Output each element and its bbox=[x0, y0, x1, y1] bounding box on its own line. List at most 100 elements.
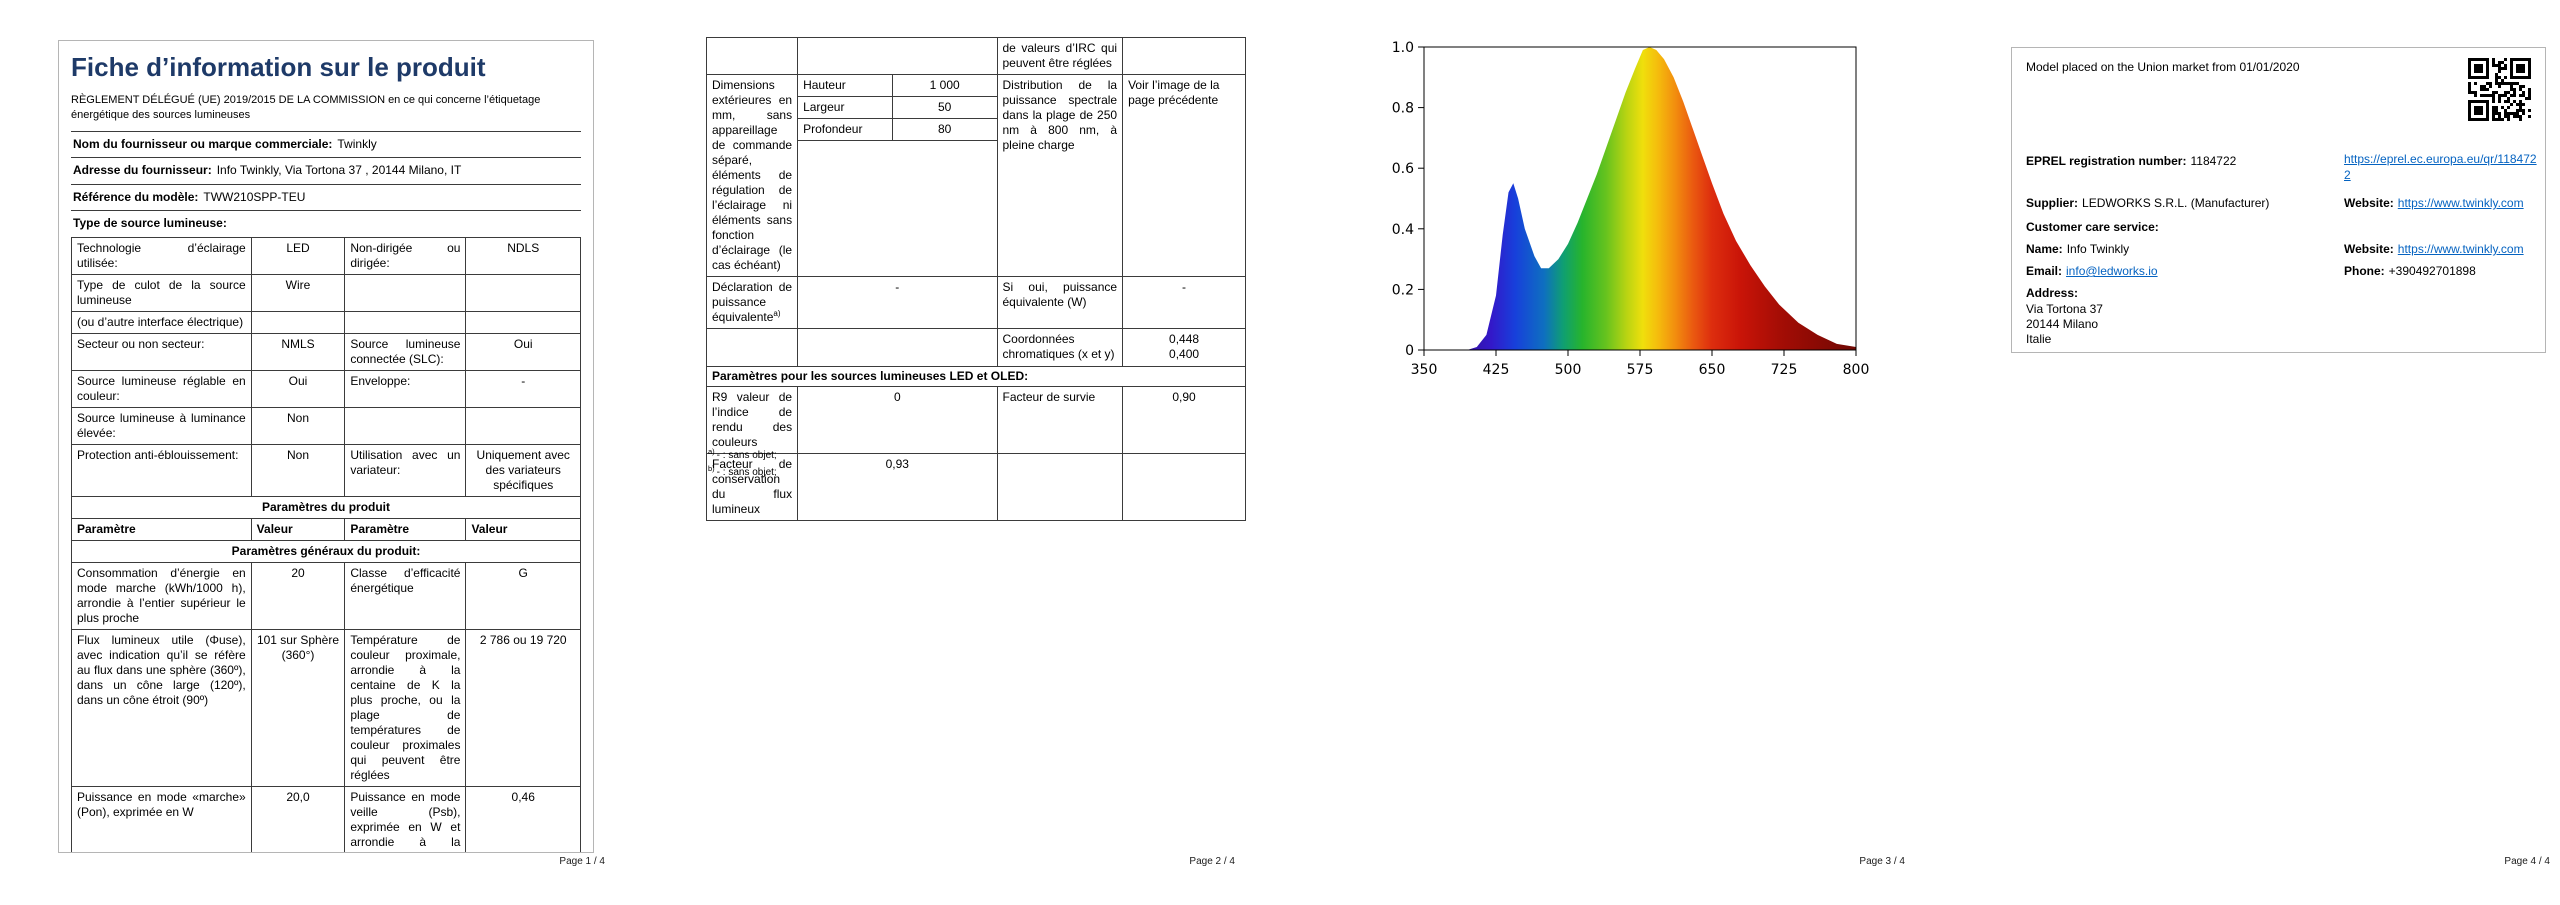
value-cell: 0,93 bbox=[797, 453, 998, 521]
column-header-row: Paramètre Valeur Paramètre Valeur bbox=[71, 517, 581, 541]
param-cell: Puissance en mode veille (Psb), exprimée… bbox=[344, 785, 467, 852]
table-row: R9 valeur de l’indice de rendu des coule… bbox=[705, 386, 1246, 454]
table-row: Source lumineuse à luminance élevée: Non bbox=[71, 406, 581, 445]
param-cell bbox=[344, 310, 467, 334]
value-cell bbox=[465, 310, 581, 334]
svg-text:650: 650 bbox=[1699, 362, 1726, 378]
param-cell bbox=[705, 37, 799, 75]
product-parameters-table-continued: de valeurs d’IRC qui peuvent être réglée… bbox=[705, 37, 1246, 521]
table-row: Consommation d’énergie en mode marche (k… bbox=[71, 561, 581, 630]
field-value: Twinkly bbox=[337, 136, 377, 151]
section-header: Paramètres pour les sources lumineuses L… bbox=[706, 366, 1246, 387]
eprel-number: 1184722 bbox=[2190, 154, 2237, 168]
section-row: Paramètres du produit bbox=[71, 495, 581, 519]
eprel-link[interactable]: https://eprel.ec.europa.eu/qr/1184722 bbox=[2344, 152, 2537, 182]
param-cell: Type de culot de la source lumineuse bbox=[71, 273, 252, 312]
phone-value: +390492701898 bbox=[2388, 264, 2476, 278]
svg-text:800: 800 bbox=[1843, 362, 1870, 378]
website-link[interactable]: https://www.twinkly.com bbox=[2397, 242, 2524, 256]
dimensions-row: Dimensions extérieures en mm, sans appar… bbox=[705, 74, 1246, 277]
light-source-type-header: Type de source lumineuse: bbox=[71, 210, 581, 237]
param-cell bbox=[705, 328, 799, 367]
param-cell: Température de couleur proximale, arrond… bbox=[344, 628, 467, 787]
footnote-marker: a) bbox=[773, 309, 781, 318]
field-label: Type de source lumineuse: bbox=[73, 216, 227, 231]
table-row: Flux lumineux utile (Φuse), avec indicat… bbox=[71, 628, 581, 787]
table-row: Facteur de conservation du flux lumineux… bbox=[705, 453, 1246, 521]
dimension-value: 50 bbox=[892, 96, 997, 119]
column-header: Paramètre bbox=[71, 517, 252, 541]
value-cell: Non bbox=[250, 443, 346, 497]
supplier-value: LEDWORKS S.R.L. (Manufacturer) bbox=[2082, 196, 2270, 210]
svg-text:0.2: 0.2 bbox=[1392, 282, 1414, 298]
spectrum-area bbox=[1424, 47, 1856, 350]
supplier-address-row: Adresse du fournisseur: Info Twinkly, Via… bbox=[71, 157, 581, 184]
value-cell: - bbox=[465, 369, 581, 408]
supplier-label: Supplier: bbox=[2026, 196, 2079, 210]
dimension-label: Hauteur bbox=[798, 75, 893, 97]
email-label: Email: bbox=[2026, 264, 2063, 278]
svg-text:575: 575 bbox=[1627, 362, 1654, 378]
fiche-title: Fiche d’information sur le produit bbox=[71, 52, 486, 82]
supplier-row: Supplier: LEDWORKS S.R.L. (Manufacturer) bbox=[2026, 196, 2269, 212]
page-4-compliance-info: Model placed on the Union market from 01… bbox=[2011, 47, 2546, 353]
value-cell: NDLS bbox=[465, 236, 581, 275]
qr-code bbox=[2468, 58, 2531, 121]
svg-text:0: 0 bbox=[1405, 343, 1414, 359]
value-cell bbox=[465, 406, 581, 445]
website-link[interactable]: https://www.twinkly.com bbox=[2397, 196, 2524, 210]
field-label: Nom du fournisseur ou marque commerciale… bbox=[73, 136, 333, 151]
phone-row: Phone: +390492701898 bbox=[2344, 264, 2476, 280]
value-cell: 0,448 0,400 bbox=[1122, 328, 1246, 367]
website-label: Website: bbox=[2344, 196, 2394, 210]
address-line: 20144 Milano bbox=[2026, 317, 2099, 331]
value-cell bbox=[250, 310, 346, 334]
value-cell bbox=[797, 328, 998, 367]
page-footer-4: Page 4 / 4 bbox=[2504, 856, 2550, 867]
value-cell: Oui bbox=[465, 332, 581, 371]
param-cell: Secteur ou non secteur: bbox=[71, 332, 252, 371]
param-cell: Source lumineuse connectée (SLC): bbox=[344, 332, 467, 371]
param-cell: Déclaration de puissance équivalentea) bbox=[705, 276, 799, 329]
name-label: Name: bbox=[2026, 242, 2063, 256]
footnote-marker: b) bbox=[708, 463, 715, 473]
footnote-marker: a) bbox=[708, 446, 715, 456]
footnotes: a) - : sans objet; b) - : sans objet; bbox=[708, 447, 777, 481]
value-cell: Non bbox=[250, 406, 346, 445]
value-cell bbox=[797, 37, 998, 75]
address-line: Via Tortona 37 bbox=[2026, 302, 2103, 316]
section-row: Paramètres généraux du produit: bbox=[71, 539, 581, 563]
svg-text:0.4: 0.4 bbox=[1392, 222, 1414, 238]
page-2-table-region: de valeurs d’IRC qui peuvent être réglée… bbox=[705, 37, 1246, 521]
value-cell: Uniquement avec des variateurs spécifiqu… bbox=[465, 443, 581, 497]
table-row: Hauteur 1 000 bbox=[798, 75, 997, 97]
param-cell: Facteur de survie bbox=[996, 386, 1124, 454]
param-cell: Coordonnées chromatiques (x et y) bbox=[996, 328, 1124, 367]
table-row: (ou d’autre interface électrique) bbox=[71, 310, 581, 334]
value-cell: 101 sur Sphère (360°) bbox=[250, 628, 346, 787]
value-cell bbox=[465, 273, 581, 312]
regulation-subtitle: RÈGLEMENT DÉLÉGUÉ (UE) 2019/2015 DE LA C… bbox=[71, 93, 541, 121]
column-header: Valeur bbox=[250, 517, 346, 541]
table-row: Coordonnées chromatiques (x et y) 0,448 … bbox=[705, 328, 1246, 367]
address-line: Italie bbox=[2026, 332, 2052, 346]
section-header: Paramètres du produit bbox=[71, 495, 581, 519]
email-link[interactable]: info@ledworks.io bbox=[2066, 264, 2158, 278]
field-value: TWW210SPP-TEU bbox=[203, 189, 306, 204]
param-cell: Enveloppe: bbox=[344, 369, 467, 408]
phone-label: Phone: bbox=[2344, 264, 2385, 278]
eprel-link-cell: https://eprel.ec.europa.eu/qr/1184722 bbox=[2344, 152, 2542, 183]
website-row: Website: https://www.twinkly.com bbox=[2344, 196, 2524, 212]
param-cell: Classe d’efficacité énergétique bbox=[344, 561, 467, 630]
param-cell: Si oui, puissance équivalente (W) bbox=[996, 276, 1124, 329]
value-cell bbox=[1122, 453, 1246, 521]
table-row: Déclaration de puissance équivalentea) -… bbox=[705, 276, 1246, 329]
eprel-label: EPREL registration number: bbox=[2026, 154, 2187, 168]
value-cell: 20,0 bbox=[250, 785, 346, 852]
value-cell: LED bbox=[250, 236, 346, 275]
section-header: Paramètres généraux du produit: bbox=[71, 539, 581, 563]
dimension-label: Profondeur bbox=[798, 118, 893, 141]
value-cell: 0,90 bbox=[1122, 386, 1246, 454]
svg-text:1.0: 1.0 bbox=[1392, 40, 1414, 56]
